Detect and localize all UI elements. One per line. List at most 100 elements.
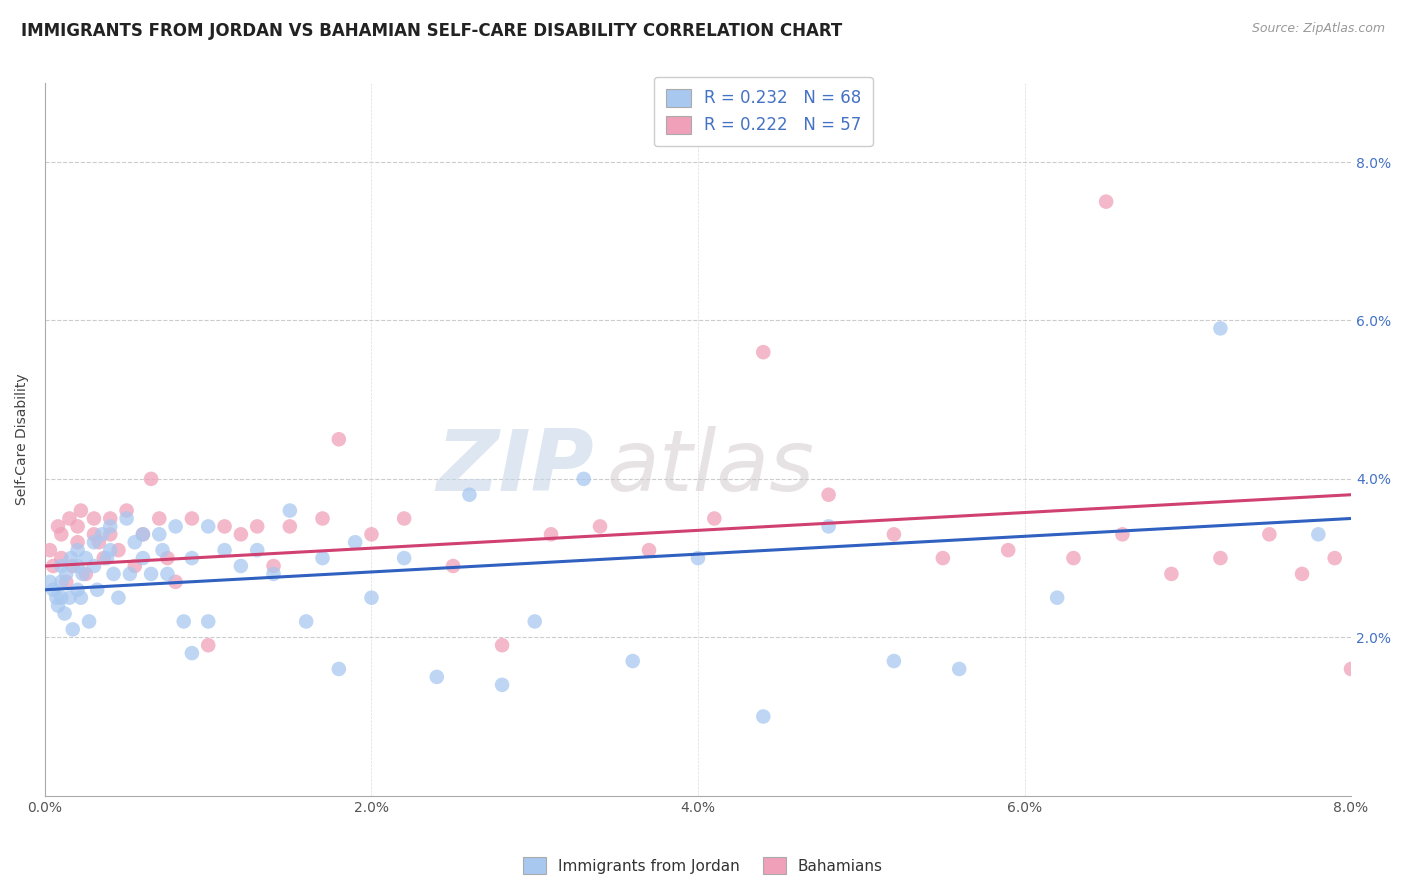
Point xyxy=(1111,527,1133,541)
Point xyxy=(817,519,839,533)
Point xyxy=(197,519,219,533)
Point xyxy=(278,503,301,517)
Point xyxy=(703,511,725,525)
Point xyxy=(1291,566,1313,581)
Point xyxy=(883,654,905,668)
Point xyxy=(55,566,77,581)
Point xyxy=(58,511,80,525)
Point xyxy=(1062,551,1084,566)
Point xyxy=(103,566,125,581)
Point xyxy=(344,535,367,549)
Point xyxy=(98,527,121,541)
Point xyxy=(1308,527,1330,541)
Point xyxy=(38,574,60,589)
Point xyxy=(214,543,236,558)
Point xyxy=(66,559,89,574)
Point xyxy=(932,551,955,566)
Point xyxy=(311,551,333,566)
Y-axis label: Self-Care Disability: Self-Care Disability xyxy=(15,374,30,505)
Text: IMMIGRANTS FROM JORDAN VS BAHAMIAN SELF-CARE DISABILITY CORRELATION CHART: IMMIGRANTS FROM JORDAN VS BAHAMIAN SELF-… xyxy=(21,22,842,40)
Point xyxy=(66,519,89,533)
Point xyxy=(132,551,155,566)
Point xyxy=(589,519,612,533)
Point xyxy=(51,574,73,589)
Point xyxy=(62,559,84,574)
Point xyxy=(752,709,775,723)
Point xyxy=(98,519,121,533)
Point xyxy=(75,566,97,581)
Point xyxy=(540,527,562,541)
Point xyxy=(197,638,219,652)
Point xyxy=(115,503,138,517)
Point xyxy=(360,527,382,541)
Point xyxy=(173,615,195,629)
Point xyxy=(441,559,464,574)
Point xyxy=(458,488,481,502)
Point xyxy=(156,566,179,581)
Point xyxy=(83,511,105,525)
Point xyxy=(180,646,202,660)
Point xyxy=(42,559,65,574)
Point xyxy=(523,615,546,629)
Point xyxy=(180,511,202,525)
Point xyxy=(997,543,1019,558)
Point xyxy=(72,566,94,581)
Point xyxy=(139,566,162,581)
Point xyxy=(87,535,110,549)
Point xyxy=(148,527,170,541)
Point xyxy=(66,535,89,549)
Point xyxy=(165,574,187,589)
Point xyxy=(46,599,69,613)
Point xyxy=(132,527,155,541)
Point xyxy=(572,472,595,486)
Point xyxy=(180,551,202,566)
Point xyxy=(132,527,155,541)
Point xyxy=(360,591,382,605)
Point xyxy=(1340,662,1362,676)
Point xyxy=(1323,551,1346,566)
Point xyxy=(118,566,141,581)
Point xyxy=(107,591,129,605)
Point xyxy=(51,591,73,605)
Point xyxy=(197,615,219,629)
Point xyxy=(70,503,93,517)
Point xyxy=(621,654,644,668)
Point xyxy=(426,670,449,684)
Point xyxy=(75,551,97,566)
Point xyxy=(263,566,285,581)
Point xyxy=(1095,194,1118,209)
Point xyxy=(295,615,318,629)
Point xyxy=(1258,527,1281,541)
Point xyxy=(246,543,269,558)
Point xyxy=(91,527,114,541)
Point xyxy=(948,662,970,676)
Point xyxy=(51,527,73,541)
Point xyxy=(392,551,415,566)
Point xyxy=(246,519,269,533)
Point xyxy=(686,551,709,566)
Point xyxy=(77,615,100,629)
Point xyxy=(124,535,146,549)
Point xyxy=(311,511,333,525)
Point xyxy=(1160,566,1182,581)
Point xyxy=(278,519,301,533)
Point xyxy=(229,559,252,574)
Point xyxy=(214,519,236,533)
Point xyxy=(46,519,69,533)
Point xyxy=(98,543,121,558)
Point xyxy=(66,582,89,597)
Text: Source: ZipAtlas.com: Source: ZipAtlas.com xyxy=(1251,22,1385,36)
Point xyxy=(148,511,170,525)
Point xyxy=(124,559,146,574)
Point xyxy=(55,574,77,589)
Point xyxy=(83,559,105,574)
Point xyxy=(1046,591,1069,605)
Legend: Immigrants from Jordan, Bahamians: Immigrants from Jordan, Bahamians xyxy=(517,851,889,880)
Point xyxy=(156,551,179,566)
Point xyxy=(115,511,138,525)
Point xyxy=(328,662,350,676)
Point xyxy=(152,543,174,558)
Point xyxy=(392,511,415,525)
Point xyxy=(96,551,118,566)
Point xyxy=(752,345,775,359)
